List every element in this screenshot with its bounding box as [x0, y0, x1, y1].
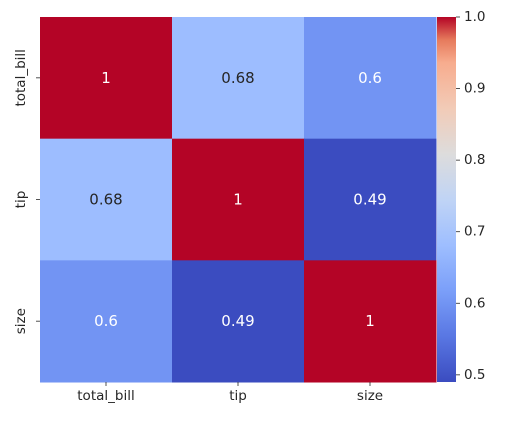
heatmap-cell	[40, 138, 173, 261]
heatmap-cell	[172, 138, 305, 261]
y-tick-label: size	[13, 308, 29, 334]
heatmap-cell	[40, 17, 173, 140]
colorbar-tick-label: 0.9	[464, 81, 485, 97]
colorbar-tick-label: 0.7	[464, 224, 485, 240]
cell-annotation: 0.6	[94, 312, 118, 330]
cell-annotations: 1 0.68 0.6 0.68 1 0.49 0.6 0.49 1	[89, 69, 386, 330]
y-tick-label: total_bill	[13, 49, 29, 106]
colorbar	[437, 17, 456, 382]
cell-annotation: 0.49	[353, 191, 386, 209]
cell-annotation: 0.68	[221, 69, 254, 87]
colorbar-tick-label: 0.8	[464, 152, 485, 168]
heatmap-cell	[172, 260, 305, 383]
x-tick-label: size	[357, 388, 383, 404]
cell-annotation: 0.49	[221, 312, 254, 330]
heatmap-cell	[304, 260, 437, 383]
colorbar-tick-label: 1.0	[464, 9, 485, 25]
colorbar-tick-label: 0.6	[464, 295, 485, 311]
heatmap-cell	[40, 260, 173, 383]
x-tick-label: tip	[229, 388, 247, 404]
cell-annotation: 0.68	[89, 191, 122, 209]
heatmap-cells	[40, 17, 437, 383]
colorbar-tick-labels: 0.5 0.6 0.7 0.8 0.9 1.0	[456, 9, 485, 383]
x-tick-label: total_bill	[77, 388, 134, 404]
y-tick-label: tip	[13, 191, 29, 209]
heatmap-cell	[304, 17, 437, 140]
cell-annotation: 1	[101, 69, 111, 87]
cell-annotation: 1	[365, 312, 375, 330]
heatmap-cell	[172, 17, 305, 140]
x-axis-tick-labels: total_bill tip size	[77, 382, 383, 404]
heatmap-cell	[304, 138, 437, 261]
cell-annotation: 0.6	[358, 69, 382, 87]
cell-annotation: 1	[233, 191, 243, 209]
colorbar-tick-label: 0.5	[464, 367, 485, 383]
